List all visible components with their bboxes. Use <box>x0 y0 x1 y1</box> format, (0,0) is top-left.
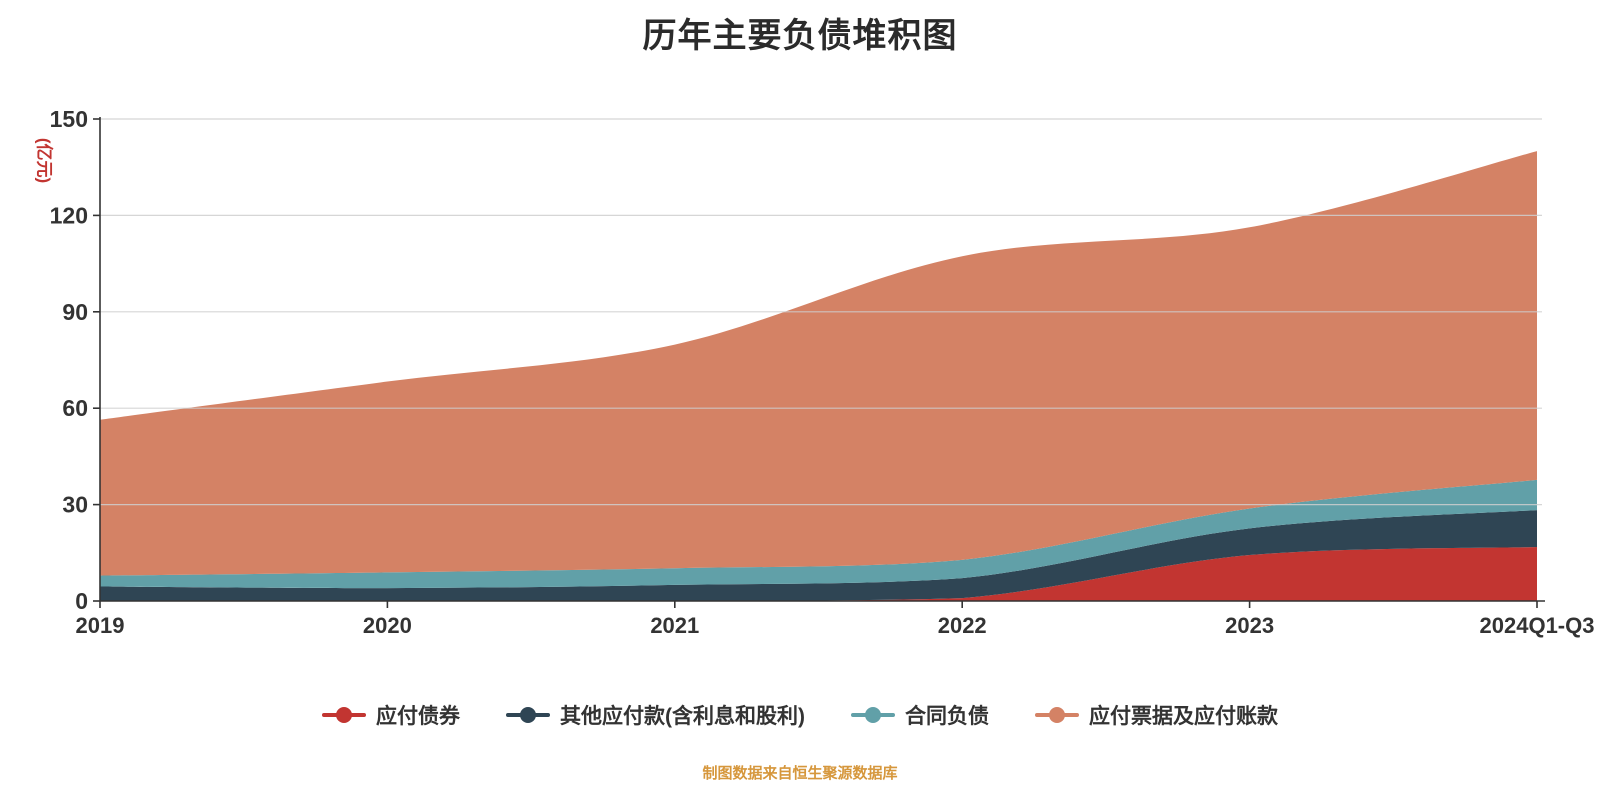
x-axis-tick-label: 2022 <box>938 613 987 638</box>
axes-group <box>93 117 1545 608</box>
x-axis-tick-label: 2024Q1-Q3 <box>1480 613 1595 638</box>
y-axis-tick-label: 30 <box>62 492 88 518</box>
line-dot-marker-icon <box>322 706 366 724</box>
x-axis-tick-label: 2021 <box>650 613 699 638</box>
area-series-2 <box>100 479 1537 589</box>
line-dot-marker-icon <box>851 706 895 724</box>
y-axis-tick-label: 0 <box>75 588 88 614</box>
legend-item-other-payables[interactable]: 其他应付款(含利息和股利) <box>506 700 805 730</box>
legend-label: 合同负债 <box>905 705 989 728</box>
stacked-area-chart: 0 30 60 90 120 150 2019 2020 2021 2022 2023 2024Q1… <box>50 106 1595 638</box>
legend-item-notes-accounts-payable[interactable]: 应付票据及应付账款 <box>1035 700 1278 730</box>
x-axis-tick-label: 2023 <box>1225 613 1274 638</box>
legend-item-bonds-payable[interactable]: 应付债券 <box>322 700 460 730</box>
legend-label: 应付债券 <box>376 705 460 728</box>
chart-title: 历年主要负债堆积图 <box>642 17 958 55</box>
gridlines-group <box>100 118 1542 506</box>
y-axis-tick-label: 150 <box>50 106 88 132</box>
x-axis-tick-label: 2019 <box>76 613 125 638</box>
legend-label: 应付票据及应付账款 <box>1089 705 1278 728</box>
data-source-note: 制图数据来自恒生聚源数据库 <box>702 765 898 782</box>
area-series-1 <box>100 510 1537 601</box>
legend-item-contract-liabilities[interactable]: 合同负债 <box>851 700 989 730</box>
chart-legend: 应付债券 其他应付款(含利息和股利) 合同负债 应付票据及应付账款 <box>0 700 1600 730</box>
line-dot-marker-icon <box>1035 706 1079 724</box>
area-series-group <box>100 151 1537 601</box>
y-axis-tick-label: 120 <box>50 202 88 228</box>
line-dot-marker-icon <box>506 706 550 724</box>
x-axis-tick-label: 2020 <box>363 613 412 638</box>
x-axis-labels: 2019 2020 2021 2022 2023 2024Q1-Q3 <box>76 613 1595 638</box>
y-axis-labels: 0 30 60 90 120 150 <box>50 106 88 614</box>
legend-label: 其他应付款(含利息和股利) <box>560 705 805 728</box>
y-axis-tick-label: 60 <box>62 395 88 421</box>
area-series-0 <box>100 547 1537 601</box>
area-series-3 <box>100 151 1537 576</box>
y-axis-tick-label: 90 <box>62 299 88 325</box>
